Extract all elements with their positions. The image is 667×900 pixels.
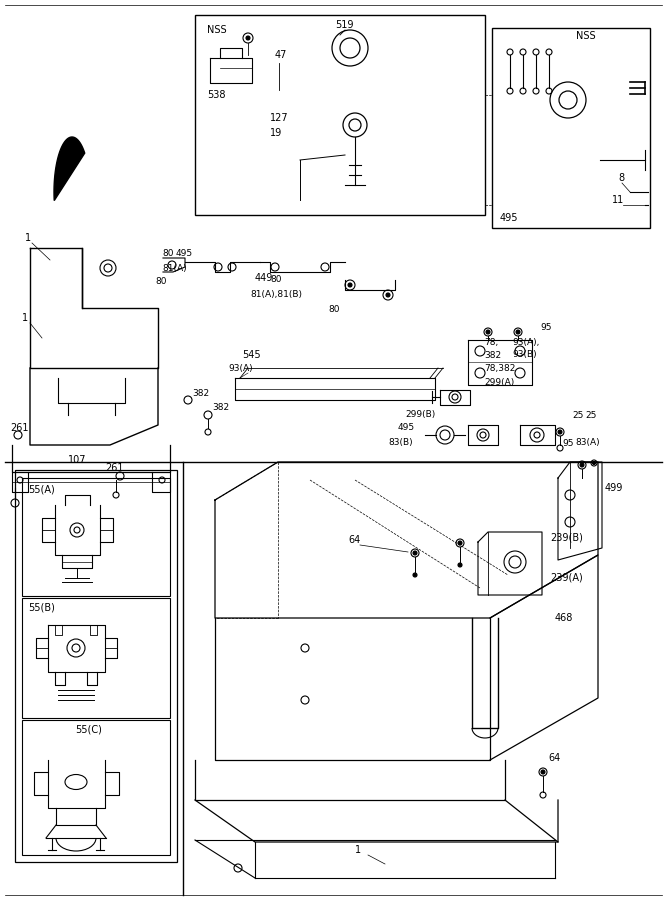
- Text: 382: 382: [192, 389, 209, 398]
- Circle shape: [516, 330, 520, 334]
- Text: 1: 1: [22, 313, 28, 323]
- Text: 495: 495: [398, 424, 415, 433]
- Text: 55(A): 55(A): [28, 485, 55, 495]
- Text: 95: 95: [540, 323, 552, 332]
- Text: 93(A),: 93(A),: [512, 338, 540, 346]
- Text: 11: 11: [612, 195, 624, 205]
- Text: 93(A): 93(A): [228, 364, 253, 373]
- Circle shape: [458, 563, 462, 567]
- Text: 25: 25: [572, 410, 584, 419]
- Bar: [15, 470, 177, 862]
- Text: 19: 19: [270, 128, 282, 138]
- Text: 80: 80: [270, 275, 281, 284]
- Text: 382: 382: [212, 403, 229, 412]
- Text: 299(A): 299(A): [484, 377, 514, 386]
- Text: 239(A): 239(A): [550, 573, 583, 583]
- Circle shape: [386, 293, 390, 297]
- Text: 80: 80: [162, 248, 173, 257]
- Text: 81(A): 81(A): [162, 264, 187, 273]
- Text: 495: 495: [500, 213, 518, 223]
- Text: 55(C): 55(C): [75, 725, 102, 735]
- Text: 1: 1: [355, 845, 361, 855]
- Text: 1: 1: [25, 233, 31, 243]
- Text: 499: 499: [605, 483, 624, 493]
- Text: 8: 8: [618, 173, 624, 183]
- Text: 127: 127: [270, 113, 289, 123]
- Circle shape: [246, 36, 250, 40]
- Text: 95: 95: [562, 438, 574, 447]
- Text: 83(A): 83(A): [575, 438, 600, 447]
- Text: 78,382: 78,382: [484, 364, 516, 373]
- Text: 80: 80: [328, 305, 340, 314]
- Bar: [22, 478, 170, 596]
- Text: NSS: NSS: [207, 25, 227, 35]
- Text: 107: 107: [68, 455, 87, 465]
- Text: 449: 449: [255, 273, 273, 283]
- Text: 468: 468: [555, 613, 574, 623]
- Text: 47: 47: [275, 50, 287, 60]
- Circle shape: [348, 283, 352, 287]
- Text: 545: 545: [242, 350, 261, 360]
- Circle shape: [592, 462, 596, 464]
- Polygon shape: [54, 137, 85, 201]
- Circle shape: [486, 330, 490, 334]
- Text: 261: 261: [105, 463, 123, 473]
- Circle shape: [413, 573, 417, 577]
- Bar: [22, 598, 170, 718]
- Text: 538: 538: [207, 90, 225, 100]
- Text: 64: 64: [348, 535, 360, 545]
- Circle shape: [541, 770, 545, 774]
- Bar: [22, 720, 170, 855]
- Circle shape: [413, 551, 417, 555]
- Text: 382: 382: [484, 350, 501, 359]
- Circle shape: [558, 430, 562, 434]
- Text: 495: 495: [176, 248, 193, 257]
- Text: 81(A),81(B): 81(A),81(B): [250, 291, 302, 300]
- Text: 55(B): 55(B): [28, 603, 55, 613]
- Text: 83(B): 83(B): [388, 438, 413, 447]
- Text: 93(B): 93(B): [512, 350, 537, 359]
- Bar: [492, 28, 650, 228]
- Text: 519: 519: [335, 20, 354, 30]
- Text: 64: 64: [548, 753, 560, 763]
- Bar: [195, 15, 485, 215]
- Text: 78,: 78,: [484, 338, 498, 346]
- Text: 80: 80: [155, 277, 167, 286]
- Text: 25: 25: [585, 410, 596, 419]
- Circle shape: [458, 541, 462, 545]
- Text: 239(B): 239(B): [550, 533, 583, 543]
- Text: 261: 261: [10, 423, 29, 433]
- Text: 299(B): 299(B): [405, 410, 436, 419]
- Text: NSS: NSS: [576, 31, 596, 41]
- Circle shape: [580, 463, 584, 467]
